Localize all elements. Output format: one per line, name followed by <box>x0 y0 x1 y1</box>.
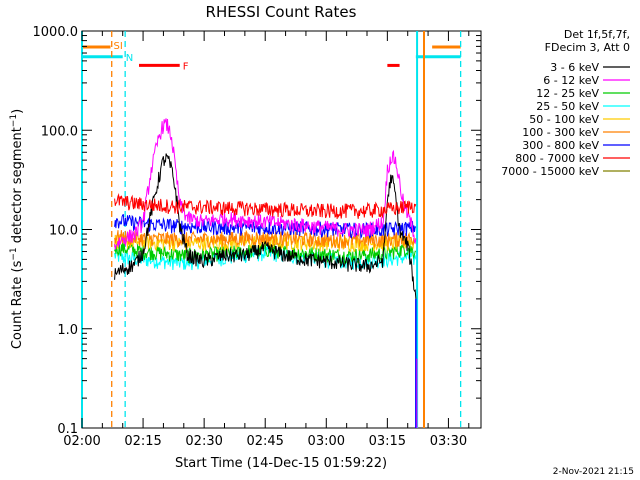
series-line <box>114 153 417 299</box>
legend-label: 300 - 800 keV <box>522 139 599 152</box>
series-line <box>114 118 417 250</box>
legend-label: 50 - 100 keV <box>529 113 599 126</box>
legend-label: 100 - 300 keV <box>522 126 599 139</box>
legend-label: 6 - 12 keV <box>543 74 599 87</box>
attenuator-bars: SIN F <box>82 41 461 72</box>
x-tick-label: 03:00 <box>308 434 345 449</box>
attenuator-label: F <box>183 61 189 72</box>
y-axis-label-base: Count Rate (s <box>10 260 25 349</box>
chart-title: RHESSI Count Rates <box>206 3 357 21</box>
series-line <box>114 241 417 265</box>
axes: 02:00 02:15 02:30 02:45 03:00 03:15 03:30 0.1 1.… <box>33 25 481 449</box>
y-tick-label: 10.0 <box>49 224 78 239</box>
y-tick-label: 0.1 <box>57 422 78 437</box>
x-tick-label: 03:15 <box>369 434 406 449</box>
y-tick-label: 1000.0 <box>33 25 79 40</box>
y-axis-label: Count Rate (s−1 detector segment−1) <box>9 109 25 349</box>
y-tick-label: 1.0 <box>57 323 78 338</box>
attenuator-label: SI <box>114 41 123 52</box>
attenuator-label: N <box>126 53 133 64</box>
x-tick-label: 02:15 <box>124 434 161 449</box>
legend: Det 1f,5f,7f, FDecim 3, Att 0 3 - 6 keV6… <box>501 28 630 178</box>
x-tick-label: 02:30 <box>185 434 222 449</box>
legend-header-line-2: FDecim 3, Att 0 <box>545 41 630 54</box>
x-tick-label: 03:30 <box>430 434 467 449</box>
series-line <box>114 193 417 219</box>
legend-label: 800 - 7000 keV <box>515 152 599 165</box>
legend-label: 12 - 25 keV <box>536 87 599 100</box>
x-axis-label: Start Time (14-Dec-15 01:59:22) <box>175 456 387 471</box>
y-axis-label-sup2: −1 <box>9 114 19 127</box>
footer-date: 2-Nov-2021 21:15 <box>553 467 634 477</box>
legend-label: 7000 - 15000 keV <box>501 165 599 178</box>
y-axis-label-mid: detector segment <box>10 127 25 247</box>
legend-header-line-1: Det 1f,5f,7f, <box>564 28 630 41</box>
x-tick-label: 02:45 <box>246 434 283 449</box>
legend-label: 3 - 6 keV <box>550 61 599 74</box>
y-axis-label-sup1: −1 <box>9 247 19 260</box>
y-axis-label-end: ) <box>10 109 25 114</box>
x-tick-label: 02:00 <box>63 434 100 449</box>
series-lines <box>114 118 418 428</box>
legend-label: 25 - 50 keV <box>536 100 599 113</box>
y-tick-label: 100.0 <box>41 124 78 139</box>
